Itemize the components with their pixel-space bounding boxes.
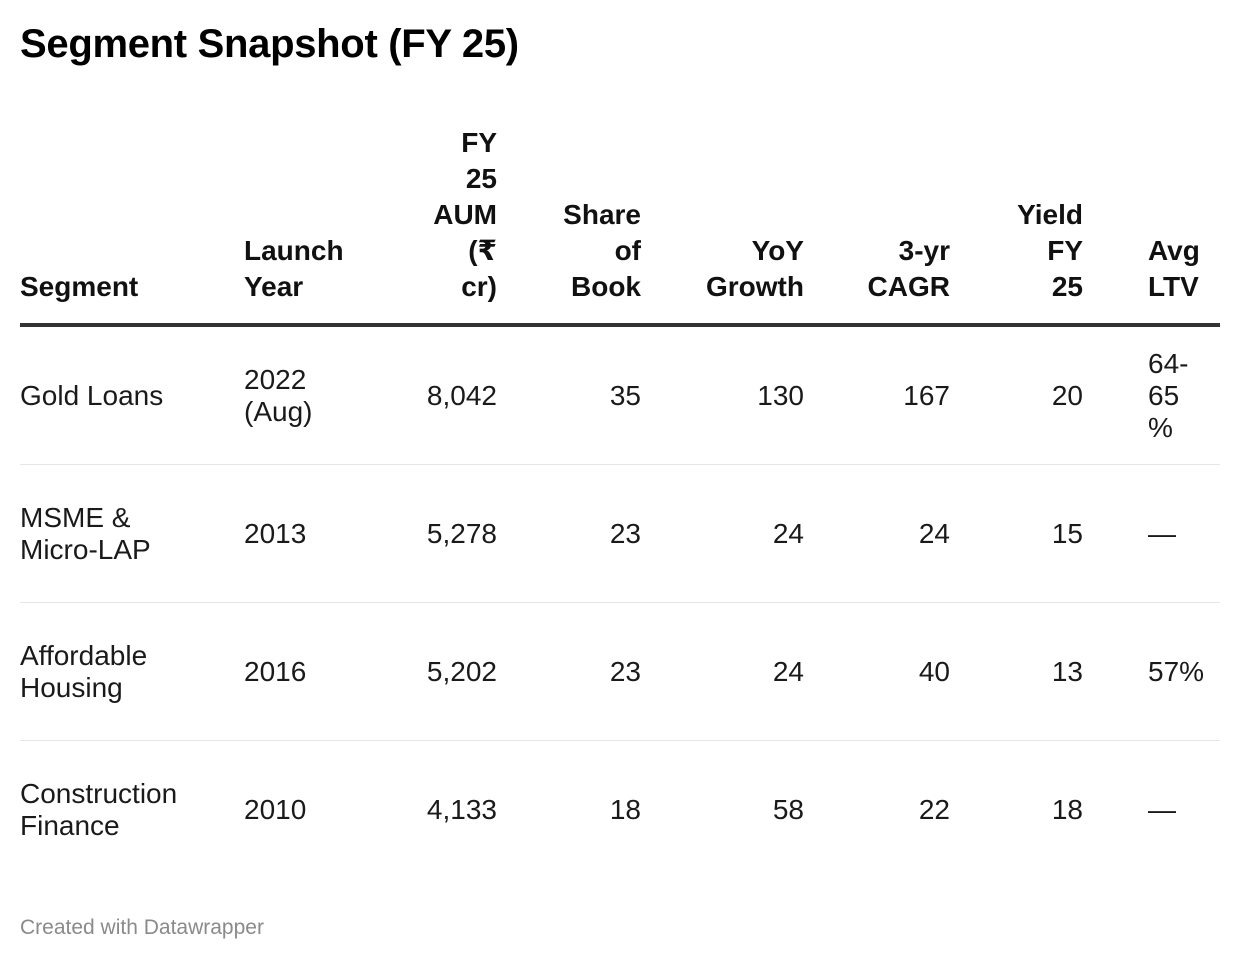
header-line: 3-yr bbox=[898, 235, 950, 266]
header-line: Avg bbox=[1148, 235, 1200, 266]
header-3yr-cagr: 3-yr CAGR bbox=[804, 125, 950, 327]
cell-ltv: 64- 65 % bbox=[1083, 325, 1220, 465]
header-line: 25 bbox=[465, 163, 497, 194]
table-row: Affordable Housing 2016 5,202 23 24 40 1… bbox=[20, 602, 1220, 741]
chart-title: Segment Snapshot (FY 25) bbox=[20, 22, 519, 66]
cell-line: 64- bbox=[1148, 347, 1189, 379]
cell-aum: 5,202 bbox=[384, 602, 497, 741]
cell-cagr: 167 bbox=[804, 325, 950, 465]
cell-aum: 5,278 bbox=[384, 464, 497, 603]
header-line: CAGR bbox=[867, 271, 950, 302]
cell-segment: Construction Finance bbox=[20, 741, 244, 879]
header-line: Launch bbox=[244, 235, 344, 266]
header-line: YoY bbox=[751, 235, 804, 266]
cell-line: % bbox=[1148, 411, 1173, 443]
cell-line: 2022 bbox=[244, 363, 307, 395]
header-line: Growth bbox=[706, 271, 804, 302]
cell-line: — bbox=[1148, 517, 1176, 549]
cell-line: Finance bbox=[20, 809, 120, 841]
cell-share: 18 bbox=[609, 793, 641, 825]
header-aum: FY 25 AUM (₹ cr) bbox=[384, 125, 497, 327]
cell-cagr: 24 bbox=[804, 464, 950, 603]
table-row: MSME & Micro-LAP 2013 5,278 23 24 24 15 … bbox=[20, 464, 1220, 603]
cell-yield: 18 bbox=[1051, 793, 1083, 825]
cell-line: (Aug) bbox=[244, 395, 313, 427]
header-line: LTV bbox=[1148, 271, 1199, 302]
cell-line: 65 bbox=[1148, 379, 1180, 411]
cell-yoy: 24 bbox=[641, 602, 804, 741]
cell-share: 23 bbox=[497, 602, 641, 741]
cell-line: MSME & bbox=[20, 501, 131, 533]
credit-footer: Created with Datawrapper bbox=[20, 916, 264, 939]
cell-line: 2016 bbox=[244, 655, 307, 687]
cell-launch-year: 2013 bbox=[244, 464, 384, 603]
cell-launch-year: 2010 bbox=[244, 741, 384, 879]
header-line: Share bbox=[563, 199, 641, 230]
table-row: Construction Finance 2010 4,133 18 58 22… bbox=[20, 741, 1220, 879]
cell-aum: 8,042 bbox=[384, 325, 497, 465]
header-line: FY bbox=[1047, 235, 1083, 266]
cell-line: 2013 bbox=[244, 517, 307, 549]
header-line: Year bbox=[244, 271, 304, 302]
cell-line: Housing bbox=[20, 671, 123, 703]
cell-yoy: 58 bbox=[772, 793, 804, 825]
cell-cagr: 40 bbox=[804, 602, 950, 741]
header-line: cr) bbox=[461, 271, 497, 302]
cell-share: 23 bbox=[497, 464, 641, 603]
header-share-of-book: Share of Book bbox=[497, 125, 641, 327]
header-yield: Yield FY 25 bbox=[950, 125, 1083, 327]
header-line: Yield bbox=[1017, 199, 1083, 230]
cell-ltv: — bbox=[1083, 741, 1220, 879]
cell-line: Micro-LAP bbox=[20, 533, 151, 565]
header-segment: Segment bbox=[20, 125, 244, 327]
cell-segment: MSME & Micro-LAP bbox=[20, 464, 244, 603]
cell-launch-year: 2016 bbox=[244, 602, 384, 741]
cell-line: Gold Loans bbox=[20, 379, 164, 411]
cell-line: 2010 bbox=[244, 793, 307, 825]
cell-share: 35 bbox=[497, 325, 641, 465]
header-line: 25 bbox=[1051, 271, 1083, 302]
header-row: Segment Launch Year FY 25 AUM (₹ cr) Sha… bbox=[20, 125, 1220, 327]
segment-table: Segment Launch Year FY 25 AUM (₹ cr) Sha… bbox=[20, 125, 1220, 878]
cell-cagr: 22 bbox=[918, 793, 950, 825]
header-yoy-growth: YoY Growth bbox=[641, 125, 804, 327]
header-line: Segment bbox=[20, 271, 139, 302]
cell-yield: 13 bbox=[950, 602, 1083, 741]
cell-aum: 4,133 bbox=[426, 793, 497, 825]
header-line: AUM bbox=[433, 199, 497, 230]
header-line: Book bbox=[571, 271, 641, 302]
cell-line: Affordable bbox=[20, 639, 148, 671]
cell-ltv: — bbox=[1083, 464, 1220, 603]
cell-yoy: 24 bbox=[641, 464, 804, 603]
header-launch-year: Launch Year bbox=[244, 125, 384, 327]
cell-line: — bbox=[1148, 793, 1176, 825]
header-line: FY bbox=[461, 127, 497, 158]
cell-launch-year: 2022 (Aug) bbox=[244, 325, 384, 465]
cell-ltv: 57% bbox=[1083, 602, 1220, 741]
cell-segment: Gold Loans bbox=[20, 325, 244, 465]
cell-yoy: 130 bbox=[641, 325, 804, 465]
cell-line: Construction bbox=[20, 777, 178, 809]
cell-line: 57% bbox=[1148, 655, 1205, 687]
header-avg-ltv: Avg LTV bbox=[1083, 125, 1220, 327]
table-row: Gold Loans 2022 (Aug) 8,042 35 130 167 2… bbox=[20, 325, 1220, 465]
header-line: (₹ bbox=[468, 235, 497, 266]
cell-segment: Affordable Housing bbox=[20, 602, 244, 741]
cell-yield: 20 bbox=[950, 325, 1083, 465]
header-line: of bbox=[614, 235, 641, 266]
cell-yield: 15 bbox=[950, 464, 1083, 603]
